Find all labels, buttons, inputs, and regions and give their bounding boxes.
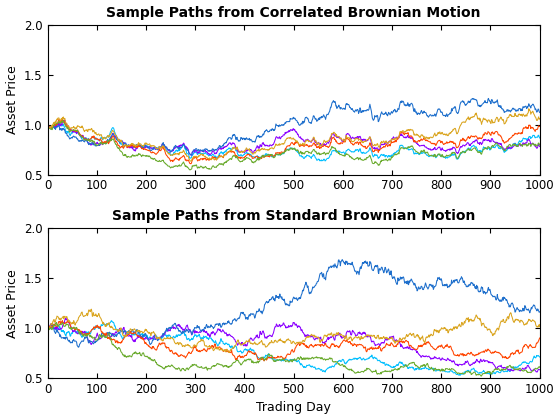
X-axis label: Trading Day: Trading Day [256, 402, 331, 415]
Title: Sample Paths from Standard Brownian Motion: Sample Paths from Standard Brownian Moti… [112, 209, 475, 223]
Y-axis label: Asset Price: Asset Price [6, 66, 18, 134]
Y-axis label: Asset Price: Asset Price [6, 269, 18, 338]
Title: Sample Paths from Correlated Brownian Motion: Sample Paths from Correlated Brownian Mo… [106, 5, 481, 20]
